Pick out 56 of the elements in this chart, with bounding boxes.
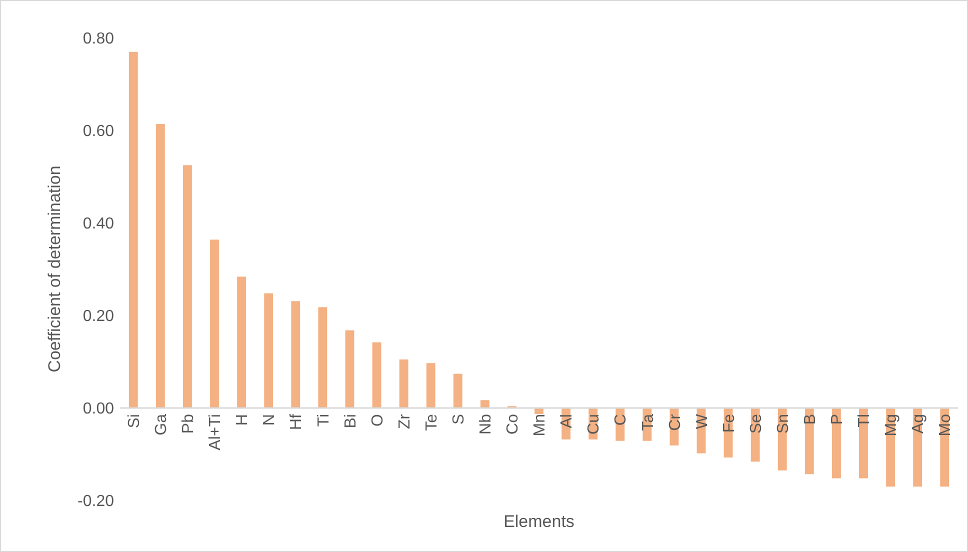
y-tick-label: -0.20 — [78, 493, 114, 510]
x-tick-label: Ta — [640, 414, 657, 431]
x-tick-label: Hf — [288, 413, 306, 430]
x-tick-label: Si — [126, 414, 143, 428]
x-tick-label: Zr — [396, 413, 414, 430]
x-tick-label: Tl — [856, 414, 874, 428]
bar — [183, 165, 192, 408]
y-tick-label: 0.60 — [82, 123, 114, 140]
y-tick-label: 0.40 — [82, 216, 114, 233]
x-axis-title: Elements — [504, 512, 574, 531]
bar — [264, 293, 274, 408]
bar — [399, 359, 408, 408]
x-tick-label: Fe — [720, 414, 738, 433]
bar — [453, 374, 462, 408]
x-tick-label: H — [234, 414, 252, 426]
x-tick-label: N — [261, 414, 278, 426]
x-tick-label: B — [802, 414, 820, 425]
x-tick-label: Al — [558, 414, 576, 428]
bar — [832, 408, 841, 478]
x-tick-label: Sn — [774, 414, 792, 434]
x-tick-label: Ga — [153, 414, 170, 436]
y-axis-title: Coefficient of determination — [45, 166, 64, 372]
bar — [480, 400, 490, 408]
x-tick-label: O — [369, 414, 386, 426]
bar — [804, 408, 814, 474]
x-tick-label: P — [829, 414, 846, 425]
x-tick-label: W — [694, 413, 711, 430]
y-tick-label: 0.80 — [82, 30, 114, 48]
bar — [345, 330, 354, 408]
x-tick-label: Cr — [666, 413, 684, 431]
bar — [156, 124, 165, 408]
x-tick-label: Ti — [315, 414, 332, 427]
y-tick-label: 0.00 — [82, 400, 114, 418]
x-tick-label: Ag — [910, 414, 928, 434]
x-tick-label: Bi — [342, 414, 360, 428]
x-tick-label: Co — [504, 414, 522, 434]
x-tick-label: Cu — [586, 414, 603, 434]
bar — [128, 52, 138, 408]
x-tick-label: Pb — [180, 414, 198, 434]
x-tick-label: Nb — [478, 414, 495, 434]
x-tick-label: S — [450, 414, 468, 425]
x-tick-label: Mn — [532, 414, 549, 436]
x-tick-label: Se — [748, 414, 765, 434]
bar — [291, 301, 300, 408]
bar — [210, 240, 219, 408]
x-tick-label: Te — [423, 414, 440, 431]
y-tick-label: 0.20 — [82, 308, 114, 326]
bar — [237, 276, 246, 408]
bar — [318, 307, 328, 408]
x-tick-label: Mo — [937, 414, 954, 436]
bar — [859, 408, 868, 478]
bar — [372, 342, 382, 408]
x-tick-label: Al+Ti — [207, 414, 224, 450]
x-tick-label: C — [612, 414, 630, 426]
bar — [426, 363, 436, 408]
x-tick-label: Mg — [883, 414, 900, 436]
